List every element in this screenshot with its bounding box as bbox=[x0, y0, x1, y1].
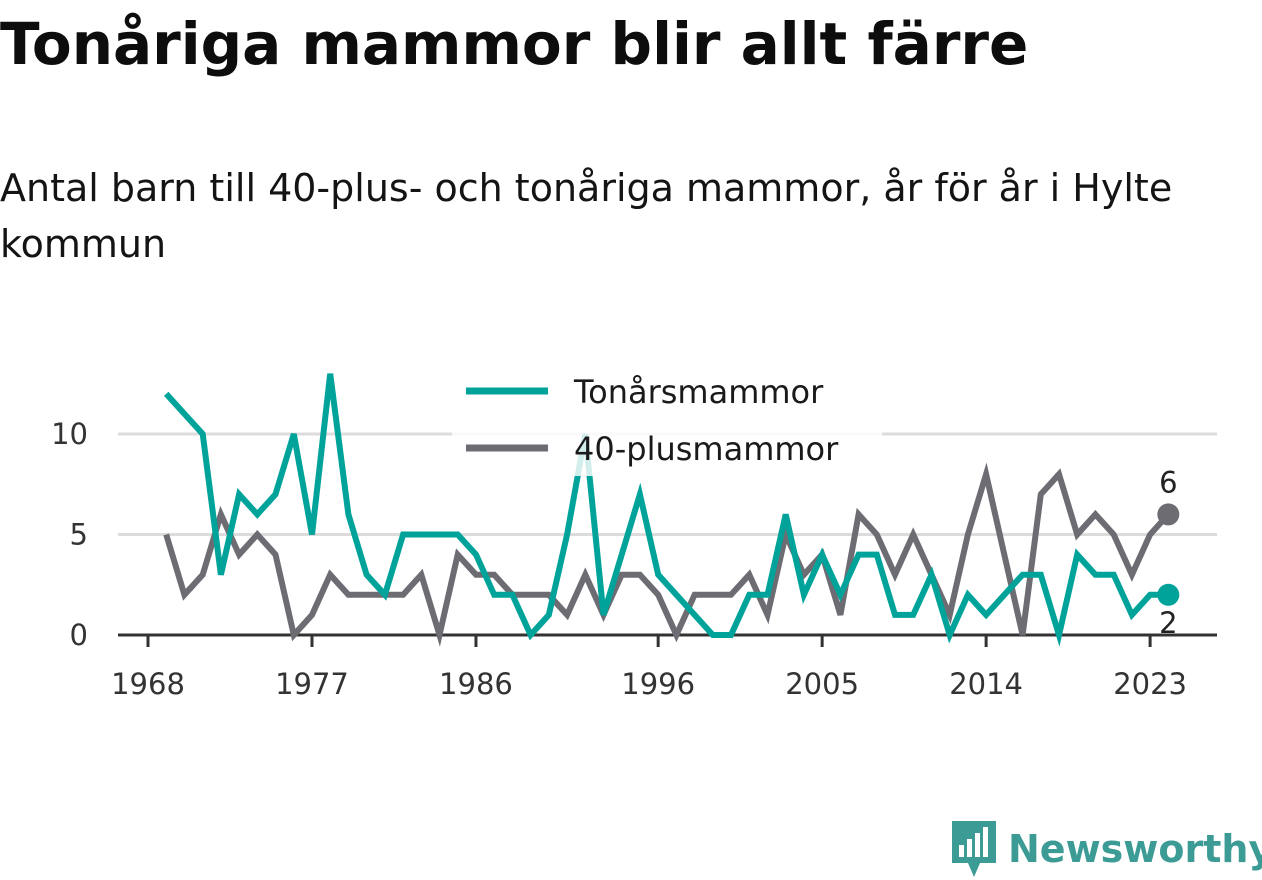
end-label: 6 bbox=[1159, 465, 1177, 499]
x-tick-label: 1996 bbox=[621, 667, 695, 701]
x-tick-label: 2014 bbox=[949, 667, 1023, 701]
legend-label: Tonårsmammor bbox=[573, 373, 824, 411]
newsworthy-logo-icon bbox=[952, 821, 996, 877]
y-tick-label: 10 bbox=[51, 417, 88, 451]
series-line-40-plusmammor bbox=[163, 462, 1171, 647]
series-lines bbox=[163, 373, 1171, 647]
x-axis: 0 5 10 1968 1977 1986 1996 2005 2014 2023 bbox=[51, 417, 1217, 701]
page-title: Tonåriga mammor blir allt färre bbox=[0, 10, 1029, 78]
y-tick-label: 0 bbox=[70, 618, 88, 652]
end-point bbox=[1157, 503, 1180, 526]
x-tick-label: 1986 bbox=[439, 667, 513, 701]
x-tick-label: 1977 bbox=[275, 667, 349, 701]
legend: Tonårsmammor 40-plusmammor bbox=[452, 366, 882, 476]
brand-logo: Newsworthy bbox=[950, 818, 1262, 880]
series-line-tonarsmammor bbox=[163, 373, 1169, 647]
end-point bbox=[1157, 583, 1180, 606]
legend-label: 40-plusmammor bbox=[574, 430, 839, 468]
x-tick-label: 2005 bbox=[785, 667, 859, 701]
y-tick-label: 5 bbox=[70, 518, 88, 552]
x-tick-label: 2023 bbox=[1113, 667, 1187, 701]
brand-name: Newsworthy bbox=[1008, 827, 1262, 871]
legend-background bbox=[452, 366, 882, 476]
x-tick-label: 1968 bbox=[111, 667, 185, 701]
end-labels: 26 bbox=[1157, 465, 1180, 640]
page-subtitle: Antal barn till 40-plus- och tonåriga ma… bbox=[0, 166, 1173, 266]
end-label: 2 bbox=[1159, 606, 1177, 640]
